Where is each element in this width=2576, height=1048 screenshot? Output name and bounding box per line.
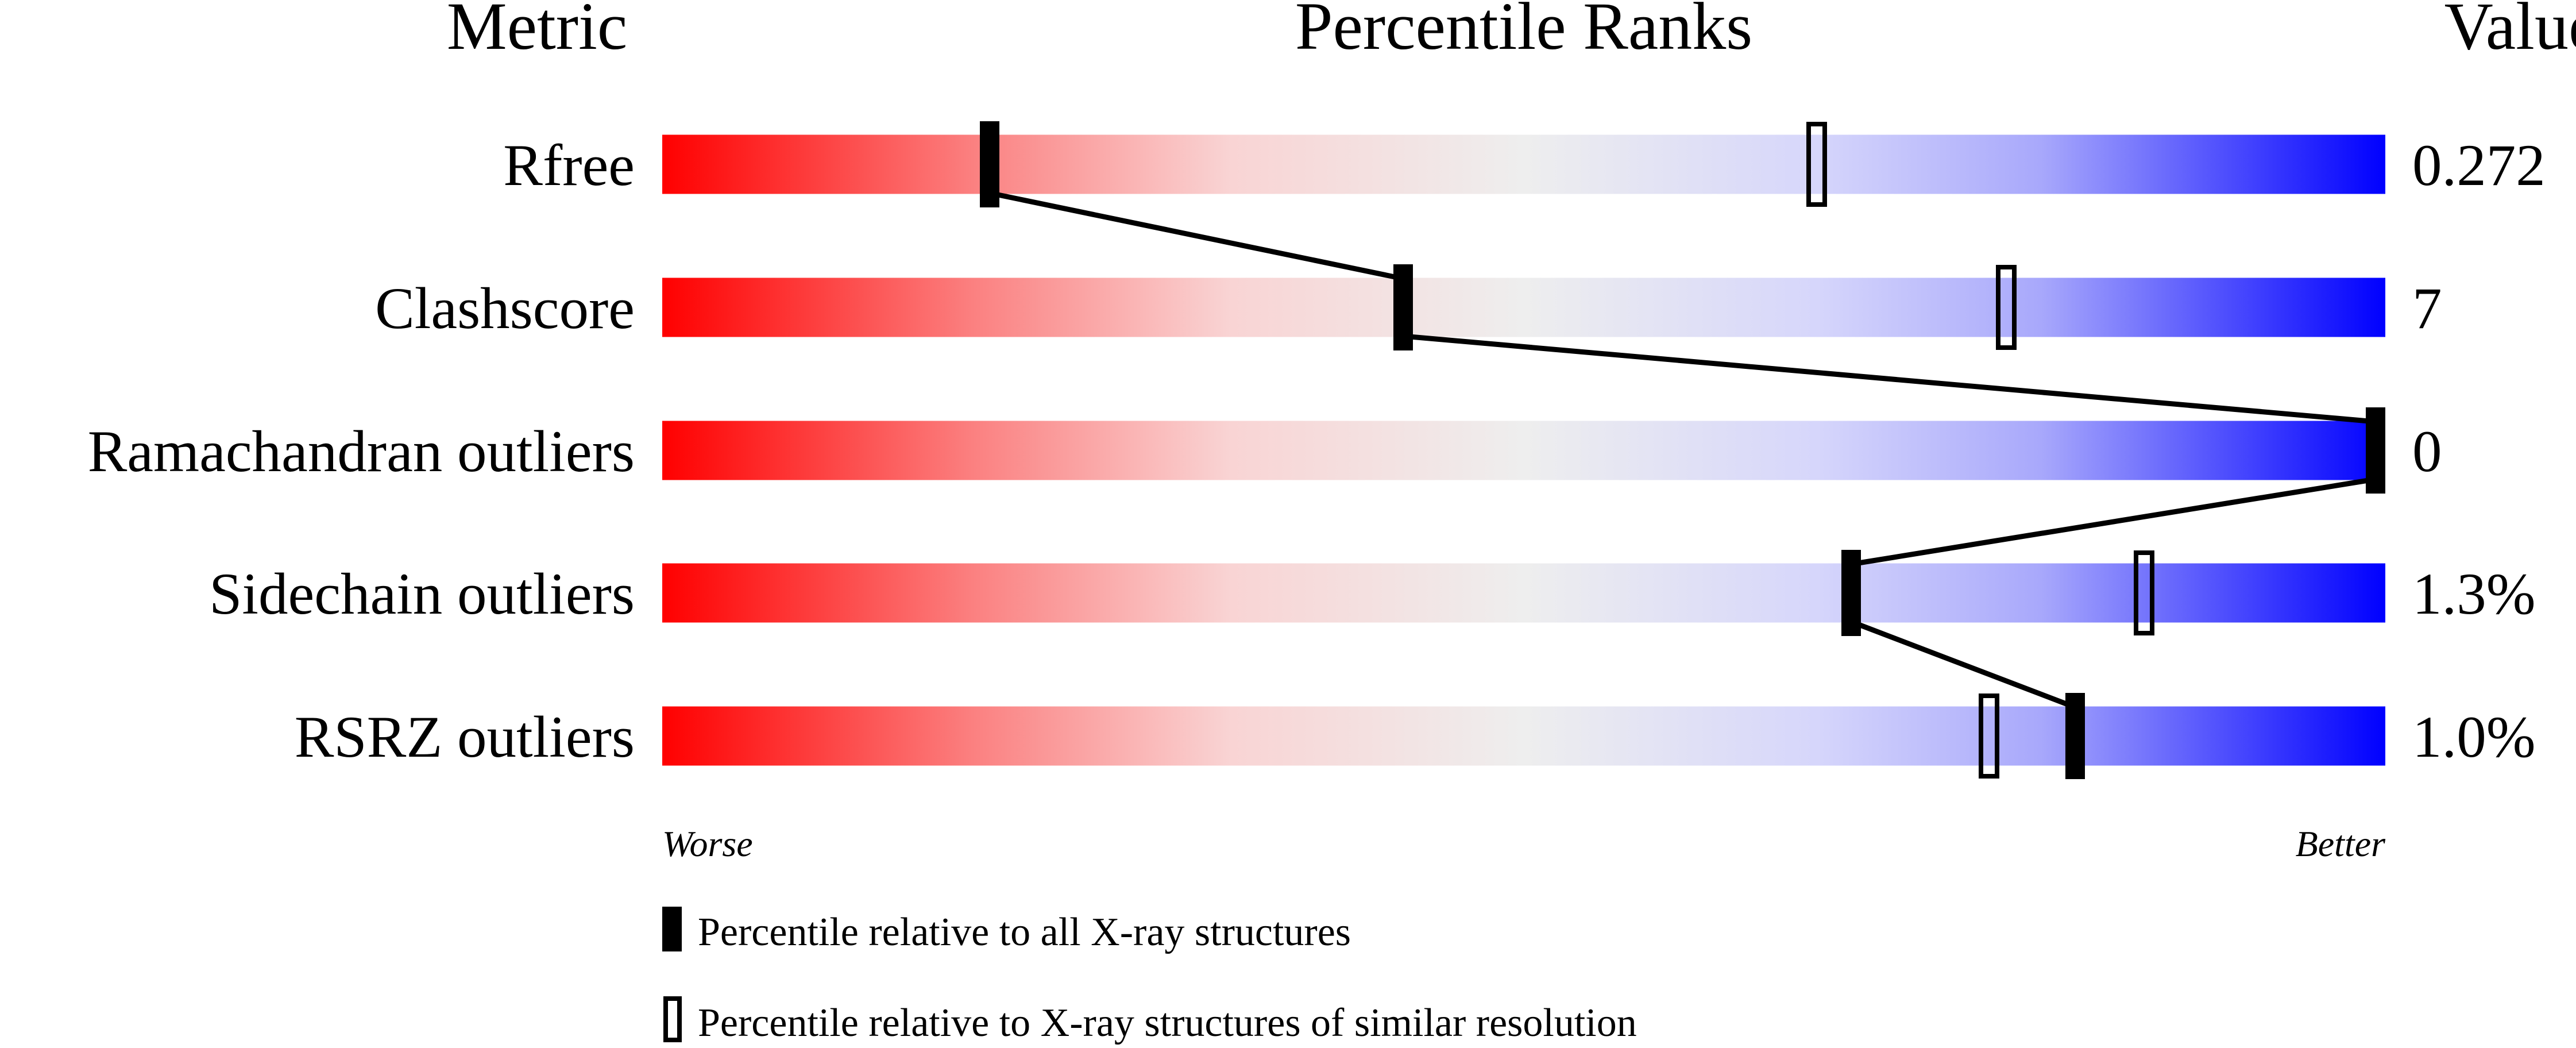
worse-label: Worse <box>662 823 753 864</box>
percentile-bar <box>662 134 2385 194</box>
legend-filled-marker <box>662 907 682 951</box>
header-metric: Metric <box>447 0 628 64</box>
marker-all-structures <box>980 121 999 207</box>
better-label: Better <box>2296 823 2386 864</box>
metric-value: 0.272 <box>2412 133 2546 198</box>
percentile-bar <box>662 421 2385 480</box>
metric-value: 7 <box>2412 276 2442 341</box>
metric-label: Rfree <box>503 133 635 198</box>
metric-label: RSRZ outliers <box>295 704 635 770</box>
marker-similar-resolution <box>1996 265 2017 350</box>
percentile-bar <box>662 706 2385 766</box>
marker-all-structures <box>2065 693 2085 779</box>
header-percentile: Percentile Ranks <box>1295 0 1752 64</box>
marker-similar-resolution <box>2134 550 2154 635</box>
metric-value: 1.0% <box>2412 704 2536 770</box>
metric-label: Clashscore <box>375 276 635 341</box>
header-value: Value <box>2444 0 2576 64</box>
connector-line <box>1403 333 2376 425</box>
percentile-bar <box>662 278 2385 337</box>
connector-line <box>989 190 1404 282</box>
metric-value: 0 <box>2412 419 2442 484</box>
percentile-bar <box>662 563 2385 623</box>
legend-open-marker <box>663 996 682 1042</box>
metric-value: 1.3% <box>2412 561 2536 627</box>
legend-open-label: Percentile relative to X-ray structures … <box>698 1001 1637 1045</box>
connector-line <box>1851 476 2376 567</box>
marker-all-structures <box>1841 550 1861 636</box>
metric-label: Ramachandran outliers <box>88 419 635 484</box>
marker-similar-resolution <box>1806 122 1827 207</box>
marker-all-structures <box>1393 264 1413 350</box>
marker-similar-resolution <box>1979 693 1999 779</box>
legend-filled-label: Percentile relative to all X-ray structu… <box>698 910 1351 954</box>
marker-all-structures <box>2366 407 2385 494</box>
metric-label: Sidechain outliers <box>209 561 635 627</box>
connector-line <box>1850 619 2076 710</box>
